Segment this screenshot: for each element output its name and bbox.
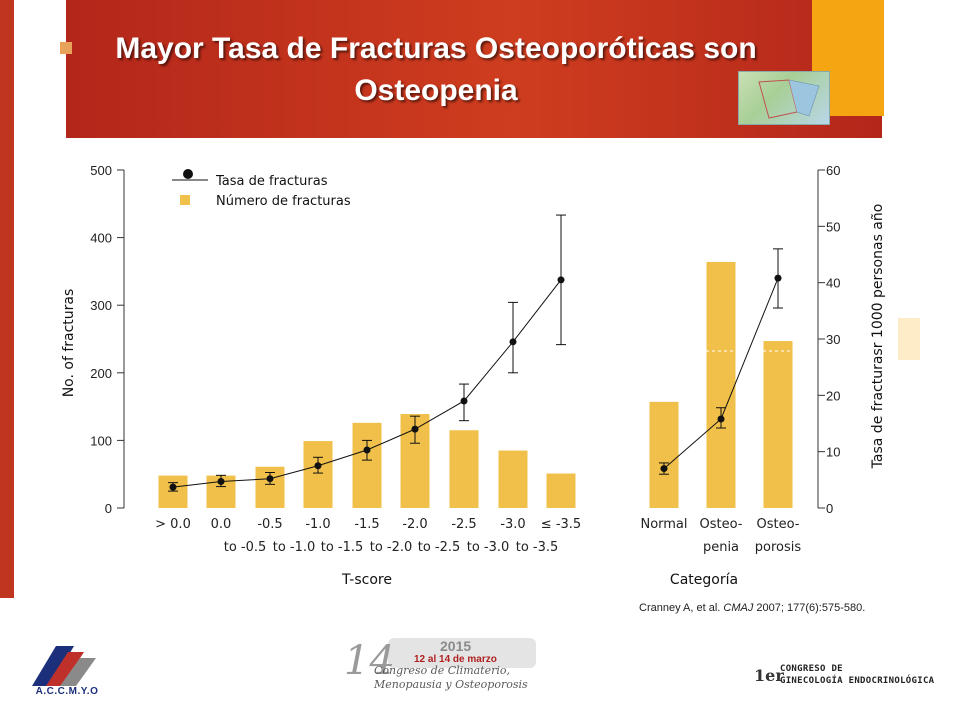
left-axis-tick-label: 400: [90, 231, 112, 246]
citation-journal: CMAJ: [723, 602, 754, 614]
category-label-line2: to -3.0: [467, 540, 510, 555]
category-label-line1: -1.5: [354, 517, 379, 532]
citation: Cranney A, et al. CMAJ 2007; 177(6):575-…: [639, 602, 865, 614]
fracture-rate-point: [557, 276, 565, 284]
category-label-line1: -2.0: [402, 517, 427, 532]
congress-year: 2015: [440, 638, 472, 654]
right-axis-tick-label: 0: [826, 501, 833, 516]
fracture-rate-point: [509, 338, 517, 346]
gynecology-congress-ordinal: 1er: [754, 666, 784, 685]
left-axis-tick-label: 300: [90, 298, 112, 313]
category-label-line1: > 0.0: [155, 517, 191, 532]
left-axis-tick-label: 100: [90, 433, 112, 448]
category-label-line2: to -2.0: [370, 540, 413, 555]
fracture-rate-point: [217, 478, 225, 486]
right-axis-tick-label: 50: [826, 219, 840, 234]
category-label-line2: to -2.5: [418, 540, 461, 555]
congress-name-line2: Menopausia y Osteoporosis: [374, 678, 528, 691]
category-label-line1: Osteo-: [757, 517, 800, 532]
slide-title-line1: Mayor Tasa de Fracturas Osteoporóticas s…: [115, 32, 757, 65]
fracture-count-bar: [649, 401, 679, 508]
accmyo-logo-icon: [32, 646, 96, 686]
right-axis-tick-label: 40: [826, 276, 840, 291]
category-label-line2: to -0.5: [224, 540, 267, 555]
congress-name-line1: Congreso de Climaterio,: [374, 664, 511, 677]
legend-label-rate: Tasa de fracturas: [215, 174, 328, 189]
category-label-line1: Normal: [640, 517, 687, 532]
fracture-count-bar: [352, 422, 382, 508]
right-axis-tick-label: 10: [826, 445, 840, 460]
fracture-rate-point: [660, 465, 668, 473]
legend-marker-swatch: [183, 169, 193, 179]
fracture-rate-point: [169, 483, 177, 491]
category-label-line1: ≤ -3.5: [541, 517, 581, 532]
fracture-count-bar: [498, 450, 528, 508]
category-label-line1: -1.0: [305, 517, 330, 532]
fracture-rate-point: [314, 462, 322, 470]
congress-number: 14: [344, 638, 395, 684]
fracture-count-bar: [763, 341, 793, 508]
congress-dates: 12 al 14 de marzo: [414, 654, 497, 665]
right-axis-tick-label: 60: [826, 163, 840, 178]
category-label-line1: -2.5: [451, 517, 476, 532]
fracture-count-bar: [706, 261, 736, 508]
slide-title-line2: Osteopenia: [354, 74, 518, 107]
right-axis-tick-label: 30: [826, 332, 840, 347]
citation-authors: Cranney A, et al.: [639, 602, 724, 614]
left-axis-tick-label: 200: [90, 366, 112, 381]
gynecology-congress-line1: CONGRESO DE: [780, 664, 843, 674]
gynecology-congress-line2: GINECOLOGÍA ENDOCRINOLÓGICA: [780, 676, 935, 686]
fracture-chart: 0 100 200 300 400 500 0 10 20 30 40 50 60 No. of frac…: [61, 163, 886, 588]
category-label-line1: -3.0: [500, 517, 525, 532]
fracture-rate-point: [774, 274, 782, 282]
congress-logo-icon: [388, 638, 536, 668]
category-label-line2: to -1.5: [321, 540, 364, 555]
category-label-line1: Osteo-: [700, 517, 743, 532]
left-axis-label: No. of fracturas: [61, 289, 77, 398]
left-axis-tick-label: 500: [90, 163, 112, 178]
fracture-count-bar: [158, 475, 188, 508]
fracture-rate-point: [460, 397, 468, 405]
category-label-line2: to -1.0: [273, 540, 316, 555]
map-thumbnail-image: [738, 71, 830, 125]
left-accent-bar: [0, 0, 14, 598]
category-label-line1: -0.5: [257, 517, 282, 532]
group-axis-title: T-score: [341, 572, 392, 588]
map-outline-icon: [758, 79, 820, 119]
accmyo-logo-text: A.C.C.M.Y.O: [35, 686, 99, 697]
category-label-line2: porosis: [755, 540, 802, 555]
group-axis-title: Categoría: [670, 572, 738, 588]
fracture-rate-point: [266, 475, 274, 483]
legend-bar-swatch: [180, 195, 190, 205]
fracture-rate-point: [411, 425, 419, 433]
legend-label-count: Número de fracturas: [216, 194, 351, 209]
fracture-count-bar: [303, 441, 333, 508]
fracture-rate-point: [363, 446, 371, 454]
right-axis-label: Tasa de fracturasr 1000 personas año: [870, 204, 886, 470]
category-label-line2: penia: [703, 540, 739, 555]
citation-details: 2007; 177(6):575-580.: [753, 602, 866, 614]
category-label-line1: 0.0: [211, 517, 232, 532]
fracture-count-bar: [449, 430, 479, 508]
category-label-line2: to -3.5: [516, 540, 559, 555]
left-axis-tick-label: 0: [105, 501, 112, 516]
decorative-square: [898, 318, 920, 360]
fracture-count-bar: [546, 473, 576, 508]
right-axis-tick-label: 20: [826, 388, 840, 403]
title-bullet: [60, 42, 72, 54]
fracture-rate-point: [717, 415, 725, 423]
